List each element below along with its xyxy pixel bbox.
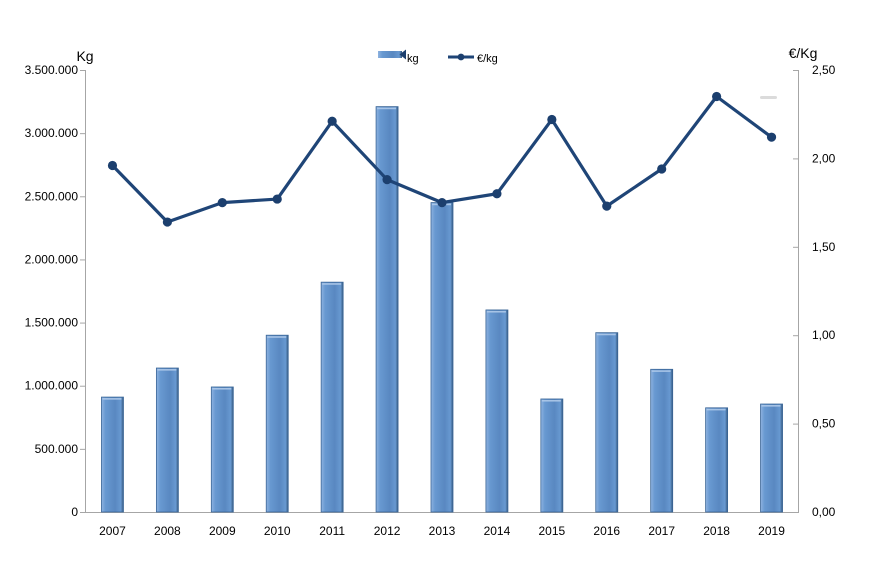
- left-axis-tick-label: 3.500.000: [25, 63, 79, 77]
- right-axis-tick-label: 2,50: [812, 63, 836, 77]
- x-axis-tick-label: 2012: [374, 524, 401, 538]
- line-point-2014: [492, 189, 502, 199]
- line-point-2015: [547, 114, 557, 125]
- bar-2019: [760, 403, 783, 513]
- bar-2009: [210, 386, 234, 513]
- line-point-2016: [602, 201, 612, 211]
- line-point-2017: [657, 164, 667, 174]
- line-point-2011: [327, 116, 337, 126]
- bar-series-kg: [101, 106, 783, 513]
- right-axis-tick-label: 1,00: [812, 328, 836, 342]
- left-axis-tick-label: 3.000.000: [25, 126, 79, 140]
- bar-2014: [485, 309, 509, 513]
- line-point-2018: [712, 91, 722, 102]
- line-point-2007: [107, 160, 118, 171]
- line-point-2012: [382, 175, 392, 185]
- bar-top-highlight: [212, 387, 232, 390]
- x-axis-tick-label: 2010: [264, 524, 291, 538]
- bar-2013: [430, 202, 454, 513]
- bar-2007: [101, 396, 124, 513]
- left-axis-tick-label: 0: [71, 505, 78, 519]
- x-axis-tick-label: 2008: [154, 524, 181, 538]
- bar-top-highlight: [486, 310, 506, 313]
- left-axis-tick-label: 2.500.000: [25, 189, 79, 203]
- right-axis-tick-label: 2,00: [812, 151, 836, 165]
- right-axis-title: €/Kg: [789, 45, 818, 61]
- right-axis-tick-label: 0,50: [812, 417, 836, 431]
- bar-top-highlight: [596, 333, 616, 336]
- line-point-2008: [162, 217, 172, 227]
- x-axis-tick-label: 2014: [484, 524, 511, 538]
- bar-top-highlight: [322, 283, 342, 285]
- bar-2012: [375, 106, 399, 513]
- bar-2011: [320, 281, 344, 513]
- legend: kg €/kg: [378, 49, 498, 65]
- bar-2008: [155, 367, 179, 513]
- bar-top-highlight: [706, 408, 726, 411]
- bar-top-highlight: [102, 398, 122, 400]
- bar-2015: [540, 398, 564, 513]
- x-axis-tick-label: 2017: [648, 524, 675, 538]
- line-series-eur-per-kg: [107, 91, 777, 227]
- bar-top-highlight: [157, 369, 177, 371]
- bar-top-highlight: [541, 399, 561, 402]
- bar-top-highlight: [651, 370, 671, 372]
- left-axis-tick-label: 2.000.000: [25, 252, 79, 266]
- right-axis-tick-label: 1,50: [812, 240, 836, 254]
- x-axis-tick-label: 2009: [209, 524, 236, 538]
- line-point-2009: [217, 198, 227, 208]
- x-axis-tick-label: 2018: [703, 524, 730, 538]
- bar-2016: [595, 332, 619, 513]
- bar-top-highlight: [761, 405, 781, 407]
- x-axis-tick-label: 2011: [319, 524, 345, 538]
- x-axis-tick-label: 2015: [538, 524, 565, 538]
- left-axis-tick-label: 1.500.000: [25, 316, 79, 330]
- x-axis-tick-label: 2016: [593, 524, 620, 538]
- left-axis-tick-label: 1.000.000: [25, 379, 79, 393]
- bar-series-swatch-cap-icon: [399, 49, 406, 60]
- left-axis-title: Kg: [76, 48, 93, 64]
- left-axis-tick-label: 500.000: [35, 442, 79, 456]
- bar-2010: [265, 334, 289, 513]
- line-point-2019: [766, 132, 777, 142]
- axis-tick-labels: 3.500.000 3.000.000 2.500.000 2.000.000 1.50…: [25, 63, 836, 538]
- bar-top-highlight: [377, 107, 397, 110]
- bar-2018: [705, 407, 729, 513]
- right-axis-tick-label: 0,00: [812, 505, 836, 519]
- bar-2017: [650, 368, 674, 513]
- line-point-2013: [437, 198, 447, 208]
- line-point-2010: [272, 194, 282, 204]
- bar-top-highlight: [267, 336, 287, 338]
- x-axis-tick-label: 2019: [758, 524, 785, 538]
- legend-kg-label: kg: [407, 53, 419, 65]
- bar-series-swatch-icon: [378, 51, 402, 58]
- axes: [80, 70, 799, 513]
- x-axis-tick-label: 2007: [99, 524, 126, 538]
- legend-eur-kg-label: €/kg: [477, 53, 498, 65]
- artifact-dash: [760, 96, 777, 99]
- x-axis-tick-label: 2013: [429, 524, 456, 538]
- line-series-marker-icon: [457, 53, 465, 61]
